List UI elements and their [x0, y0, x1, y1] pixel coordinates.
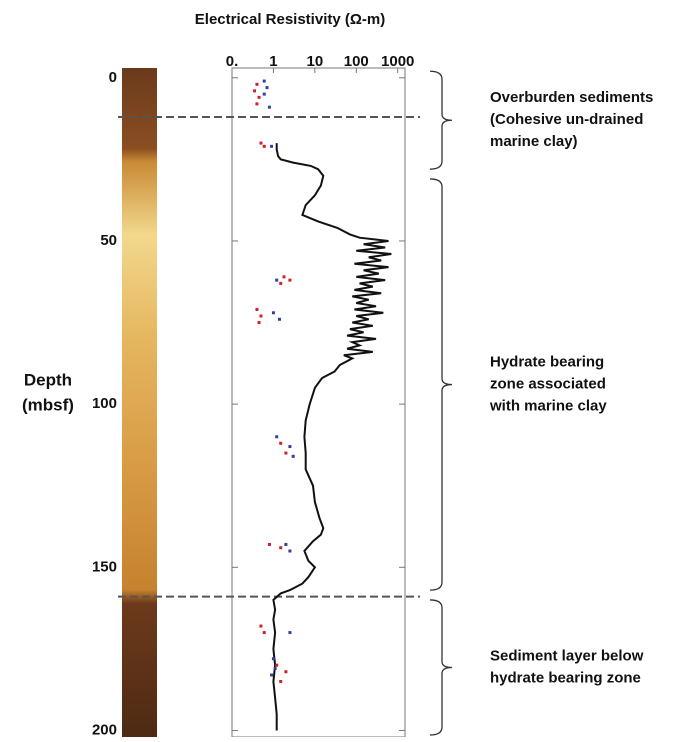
- y-tick-label: 100: [92, 395, 117, 412]
- core-image: [122, 68, 157, 737]
- data-dot: [263, 93, 266, 96]
- zone-label: with marine clay: [489, 398, 607, 415]
- data-dot: [255, 308, 258, 311]
- data-dot: [275, 664, 278, 667]
- data-dot: [283, 275, 286, 278]
- y-label: Depth: [24, 370, 72, 389]
- zone-label: Hydrate bearing: [490, 354, 604, 371]
- resistivity-curve: [273, 143, 391, 730]
- y-tick-label: 0: [109, 69, 117, 86]
- data-dot: [259, 142, 262, 145]
- data-dot: [263, 631, 266, 634]
- zone-label: zone associated: [490, 376, 606, 393]
- zone-label: marine clay): [490, 133, 578, 150]
- chart: Electrical Resistivity (Ω-m) Depth (mbsf…: [0, 0, 696, 737]
- data-dot: [270, 673, 273, 676]
- x-tick-label: 1: [269, 53, 277, 70]
- data-dot: [288, 445, 291, 448]
- zone-bracket: [430, 179, 452, 590]
- y-tick-label: 150: [92, 558, 117, 575]
- data-dot: [259, 625, 262, 628]
- data-dot: [255, 83, 258, 86]
- x-tick-label: 10: [307, 53, 324, 70]
- data-dot: [279, 442, 282, 445]
- y-tick-label: 50: [100, 232, 117, 249]
- data-dot: [275, 279, 278, 282]
- data-dot: [279, 680, 282, 683]
- data-dot: [270, 145, 273, 148]
- data-dot: [274, 667, 277, 670]
- zone-label: Overburden sediments: [490, 89, 653, 106]
- data-dot: [284, 452, 287, 455]
- data-dot: [278, 318, 281, 321]
- data-dot: [279, 546, 282, 549]
- data-dot: [259, 315, 262, 318]
- data-dot: [288, 631, 291, 634]
- x-tick-label: 0.: [226, 53, 239, 70]
- data-dot: [268, 106, 271, 109]
- zone-label: Sediment layer below: [490, 647, 644, 664]
- x-tick-label: 1000: [381, 53, 414, 70]
- data-dot: [279, 282, 282, 285]
- data-dot: [255, 102, 258, 105]
- y-tick-label: 200: [92, 721, 117, 737]
- data-dot: [288, 279, 291, 282]
- data-dot: [258, 321, 261, 324]
- data-dot: [253, 89, 256, 92]
- data-dot: [272, 311, 275, 314]
- data-dot: [258, 96, 261, 99]
- y-label: (mbsf): [22, 395, 74, 414]
- zone-bracket: [430, 71, 452, 169]
- data-dot: [268, 543, 271, 546]
- zone-label: hydrate bearing zone: [490, 669, 641, 686]
- zone-bracket: [430, 600, 452, 735]
- data-dot: [263, 145, 266, 148]
- x-tick-label: 100: [344, 53, 369, 70]
- zone-label: (Cohesive un-drained: [490, 111, 643, 128]
- data-dot: [288, 549, 291, 552]
- data-dot: [263, 80, 266, 83]
- data-dot: [266, 86, 269, 89]
- data-dot: [292, 455, 295, 458]
- data-dot: [284, 543, 287, 546]
- chart-title: Electrical Resistivity (Ω-m): [195, 11, 385, 28]
- data-dot: [275, 435, 278, 438]
- data-dot: [284, 670, 287, 673]
- data-dot: [272, 657, 275, 660]
